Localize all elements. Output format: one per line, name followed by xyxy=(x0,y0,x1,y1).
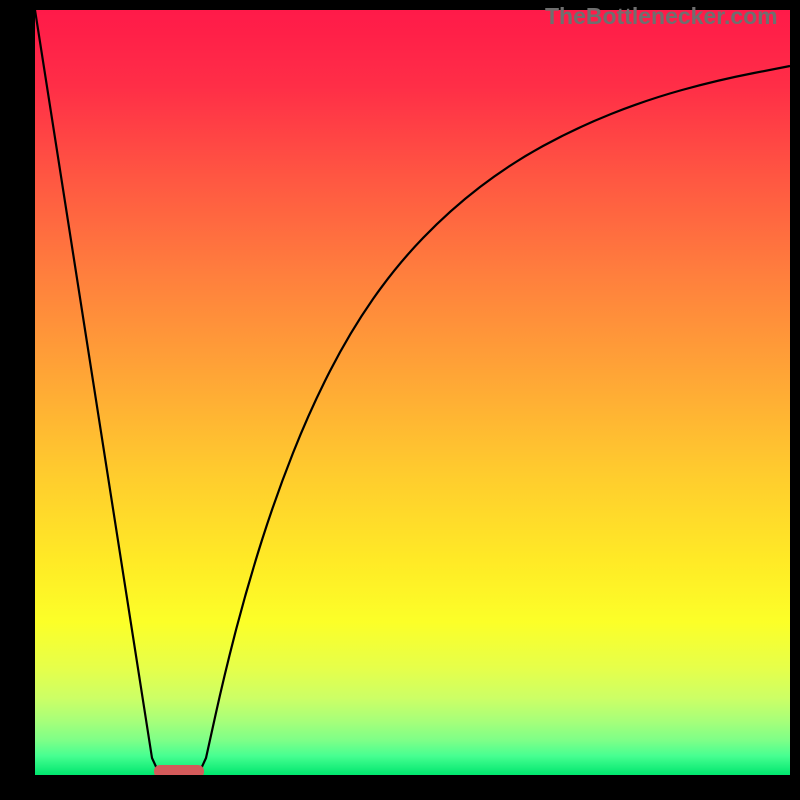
chart-axis-frame xyxy=(0,0,800,800)
watermark-text: TheBottlenecker.com xyxy=(545,3,778,30)
chart-container: TheBottlenecker.com xyxy=(0,0,800,800)
